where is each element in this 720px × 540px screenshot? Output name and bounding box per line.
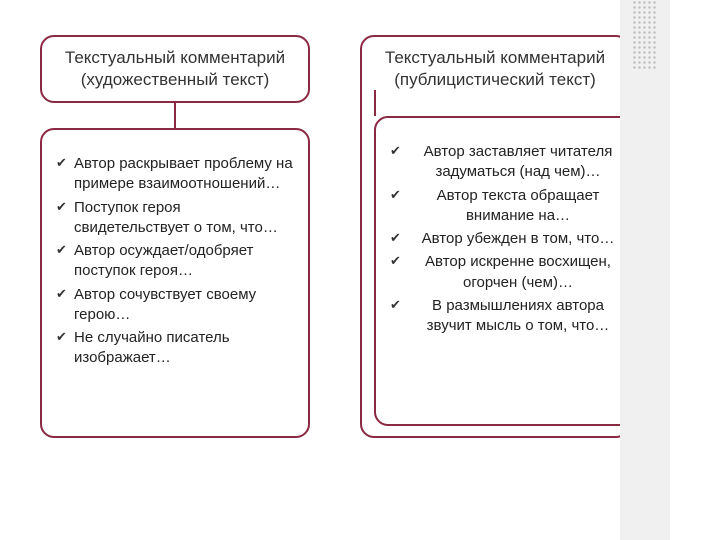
- list-item: В размышлениях автора звучит мысль о том…: [390, 296, 628, 337]
- list-item: Автор текста обращает внимание на…: [390, 186, 628, 227]
- title-box-right: Текстуальный комментарий (публицистическ…: [360, 35, 630, 438]
- title-line2: (публицистический текст): [374, 69, 616, 91]
- content-box-left: Автор раскрывает проблему на примере вза…: [40, 128, 310, 438]
- title-line2: (художественный текст): [54, 69, 296, 91]
- content-list-left: Автор раскрывает проблему на примере вза…: [56, 154, 294, 369]
- list-item: Не случайно писатель изображает…: [56, 328, 294, 369]
- list-item: Автор искренне восхищен, огорчен (чем)…: [390, 252, 628, 293]
- content-box-right: Автор заставляет читателя задуматься (на…: [374, 116, 644, 426]
- list-item: Автор осуждает/одобряет поступок героя…: [56, 241, 294, 282]
- list-item: Автор раскрывает проблему на примере вза…: [56, 154, 294, 195]
- list-item: Автор заставляет читателя задуматься (на…: [390, 142, 628, 183]
- list-item: Автор убежден в том, что…: [390, 229, 628, 249]
- connector-right: [374, 90, 376, 116]
- connector-left: [174, 102, 176, 128]
- scrollbar[interactable]: [620, 0, 670, 540]
- list-item: Автор сочувствует своему герою…: [56, 285, 294, 326]
- slide: Текстуальный комментарий (художественный…: [0, 0, 670, 540]
- title-line1: Текстуальный комментарий: [374, 47, 616, 69]
- list-item: Поступок героя свидетельствует о том, чт…: [56, 198, 294, 239]
- content-list-right: Автор заставляет читателя задуматься (на…: [390, 142, 628, 336]
- columns-wrapper: Текстуальный комментарий (художественный…: [25, 35, 645, 438]
- column-right: Текстуальный комментарий (публицистическ…: [355, 35, 635, 438]
- title-line1: Текстуальный комментарий: [54, 47, 296, 69]
- column-left: Текстуальный комментарий (художественный…: [35, 35, 315, 438]
- title-box-left: Текстуальный комментарий (художественный…: [40, 35, 310, 103]
